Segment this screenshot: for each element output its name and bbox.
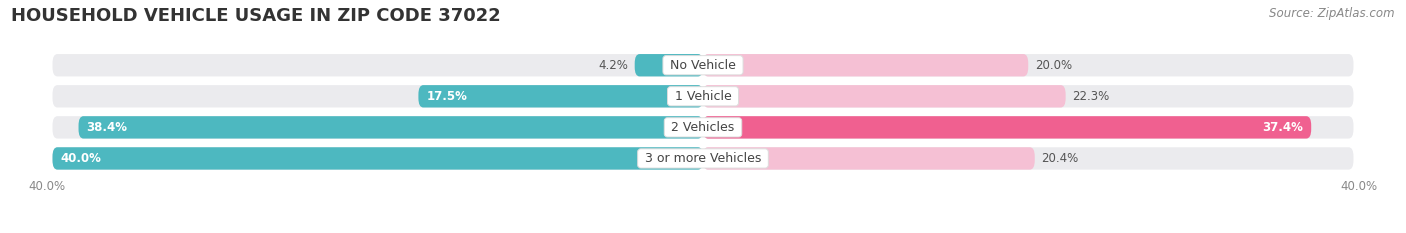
FancyBboxPatch shape — [52, 54, 703, 76]
Text: 40.0%: 40.0% — [28, 180, 65, 192]
Text: 38.4%: 38.4% — [87, 121, 128, 134]
FancyBboxPatch shape — [703, 116, 1354, 139]
Text: 4.2%: 4.2% — [599, 59, 628, 72]
FancyBboxPatch shape — [634, 54, 703, 76]
Text: 20.4%: 20.4% — [1042, 152, 1078, 165]
Text: 40.0%: 40.0% — [60, 152, 101, 165]
Legend: Owner-occupied, Renter-occupied: Owner-occupied, Renter-occupied — [568, 229, 838, 233]
Text: 20.0%: 20.0% — [1035, 59, 1071, 72]
FancyBboxPatch shape — [52, 147, 703, 170]
FancyBboxPatch shape — [79, 116, 703, 139]
FancyBboxPatch shape — [703, 85, 1066, 107]
FancyBboxPatch shape — [703, 85, 1354, 107]
Text: 3 or more Vehicles: 3 or more Vehicles — [641, 152, 765, 165]
FancyBboxPatch shape — [703, 54, 1028, 76]
Text: Source: ZipAtlas.com: Source: ZipAtlas.com — [1270, 7, 1395, 20]
Text: 40.0%: 40.0% — [1341, 180, 1378, 192]
Text: 37.4%: 37.4% — [1263, 121, 1303, 134]
Text: 1 Vehicle: 1 Vehicle — [671, 90, 735, 103]
FancyBboxPatch shape — [52, 147, 703, 170]
Text: 22.3%: 22.3% — [1073, 90, 1109, 103]
FancyBboxPatch shape — [703, 116, 1312, 139]
Text: HOUSEHOLD VEHICLE USAGE IN ZIP CODE 37022: HOUSEHOLD VEHICLE USAGE IN ZIP CODE 3702… — [11, 7, 501, 25]
Text: No Vehicle: No Vehicle — [666, 59, 740, 72]
FancyBboxPatch shape — [52, 85, 703, 107]
FancyBboxPatch shape — [703, 147, 1354, 170]
Text: 2 Vehicles: 2 Vehicles — [668, 121, 738, 134]
FancyBboxPatch shape — [703, 147, 1035, 170]
FancyBboxPatch shape — [419, 85, 703, 107]
Text: 17.5%: 17.5% — [426, 90, 467, 103]
FancyBboxPatch shape — [703, 54, 1354, 76]
FancyBboxPatch shape — [52, 116, 703, 139]
